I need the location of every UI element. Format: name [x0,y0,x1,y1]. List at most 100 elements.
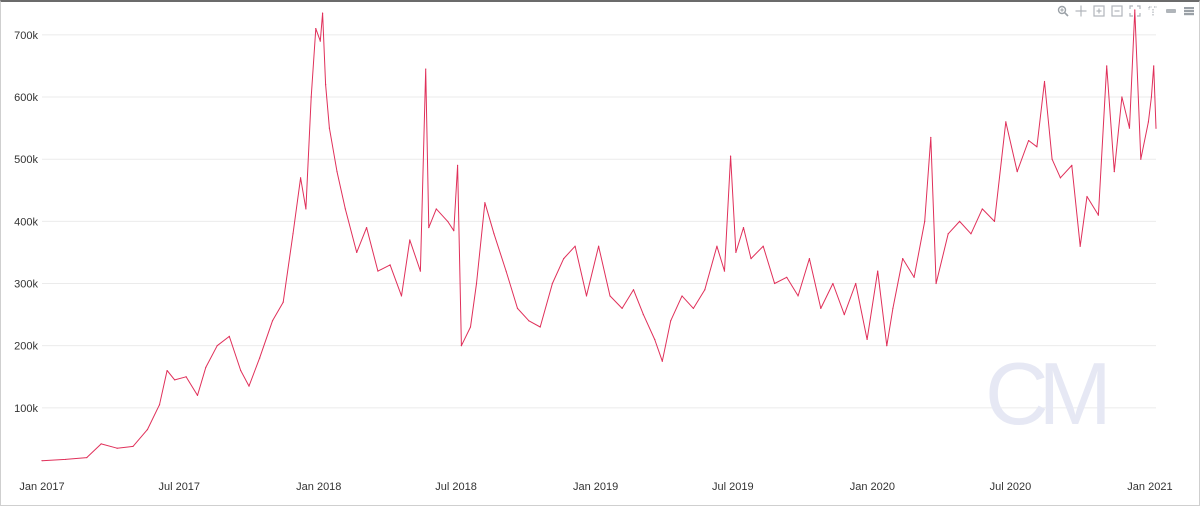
data-point [855,282,857,285]
menu-icon[interactable] [1182,4,1196,18]
data-point [185,376,187,378]
data-point [935,282,937,285]
data-point [484,202,486,204]
x-tick-label: Jul 2018 [435,481,477,493]
data-point [947,233,949,235]
watermark-logo: CM [985,344,1106,443]
data-point [377,270,379,272]
data-point [425,68,427,70]
series-line [41,9,1157,462]
x-tick-label: Jan 2020 [850,481,895,493]
data-point [356,251,358,254]
zoom-box-icon[interactable] [1092,4,1106,18]
data-point [271,320,274,322]
data-point [409,239,411,241]
data-point [1155,127,1157,129]
zoom-in-icon[interactable] [1056,4,1070,18]
data-point [174,379,176,381]
data-point [64,458,67,461]
y-tick-label: 300k [14,279,38,291]
x-tick-label: Jan 2018 [296,481,341,493]
data-point [205,366,207,369]
series-layer [41,9,1157,462]
data-point [116,447,118,449]
data-point [539,326,541,328]
data-point [729,155,732,157]
data-point [315,28,317,30]
data-point [516,307,519,309]
data-point [981,208,983,210]
y-axis: 100k 200k 300k 400k 500k 600k 700k [14,30,38,415]
data-point [621,307,623,309]
data-point [305,208,307,210]
data-point [773,282,776,285]
data-point [551,282,553,285]
data-point [428,226,430,229]
select-icon[interactable] [1146,4,1160,18]
data-point [400,295,403,297]
data-point [86,456,88,459]
data-point [1071,164,1073,167]
x-tick-label: Jan 2021 [1127,481,1172,493]
x-tick-label: Jul 2019 [712,481,754,493]
data-point [1086,195,1088,198]
data-point [598,245,600,247]
minimize-icon[interactable] [1164,4,1178,18]
data-point [1027,139,1030,142]
data-point [632,289,635,291]
data-point [259,357,261,359]
data-point [892,307,894,309]
reset-zoom-icon[interactable] [1128,4,1142,18]
data-point [240,369,242,372]
data-point [670,320,672,322]
x-tick-label: Jan 2019 [573,481,618,493]
y-tick-label: 400k [14,216,38,228]
data-point [958,220,961,222]
data-point [913,276,915,278]
data-point [563,258,565,260]
data-point [166,369,168,372]
data-point [735,251,737,254]
data-point [661,360,663,362]
data-point [1128,127,1131,129]
data-point [469,326,472,328]
data-point [832,282,834,285]
data-point [365,226,368,229]
data-point [820,307,822,309]
data-point [310,96,312,98]
data-point [505,270,507,272]
data-point [389,264,391,266]
data-point [447,220,449,222]
grid-lines [42,34,1156,409]
data-point [1121,96,1123,98]
data-point [282,301,284,303]
data-point [475,282,478,285]
data-point [786,276,788,278]
data-point [1059,177,1062,179]
data-point [970,233,972,235]
data-point [321,12,324,14]
zoom-out-box-icon[interactable] [1110,4,1124,18]
pan-icon[interactable] [1074,4,1088,18]
data-point [1150,96,1153,98]
data-point [158,404,161,406]
data-point [460,345,462,347]
data-point [797,295,799,297]
data-point [228,335,230,337]
data-point [419,270,422,272]
data-point [1097,214,1099,216]
data-point [1051,158,1053,160]
data-point [993,220,996,222]
data-point [924,220,926,222]
data-point [1016,171,1018,173]
data-point [493,233,495,235]
x-axis: Jan 2017 Jul 2017 Jan 2018 Jul 2018 Jan 2019… [19,481,1172,493]
data-point [248,385,250,387]
data-point [642,313,644,316]
data-point [1005,121,1007,123]
data-point [528,320,530,322]
data-point [1134,9,1136,11]
data-point [41,460,43,462]
x-tick-label: Jul 2017 [158,481,200,493]
